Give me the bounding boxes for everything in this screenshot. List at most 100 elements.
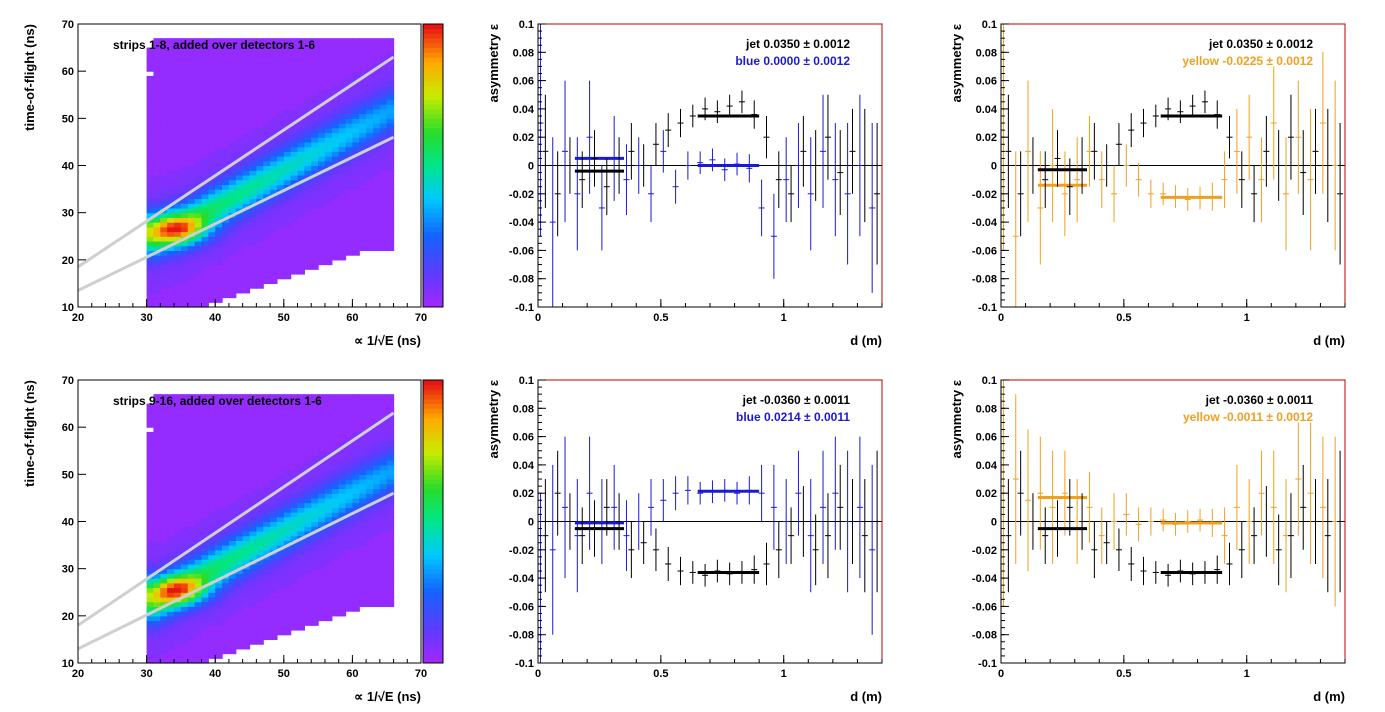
heatmap-cell [180,545,189,551]
heatmap-cell [174,535,182,541]
heatmap-cell [201,502,209,508]
heatmap-cell [194,273,203,280]
heatmap-cell [222,431,230,438]
heatmap-cell [331,493,340,499]
heatmap-cell [311,483,319,490]
heatmap-cell [366,170,374,176]
heatmap-cell [283,587,292,593]
heatmap-cell [352,217,360,223]
heatmap-cell [222,540,230,546]
heatmap-cell [297,611,305,617]
heatmap-cell [331,413,340,419]
heatmap-cell [263,549,271,556]
x-axis-label: d (m) [1313,333,1345,348]
cut-line [77,491,395,651]
heatmap-cell [276,469,285,475]
heatmap-cell [249,278,257,285]
heatmap-cell [215,436,223,442]
heatmap-cell [270,502,278,508]
heatmap-cell [256,151,264,157]
heatmap-cell [304,446,312,452]
heatmap-cells [146,38,395,308]
heatmap-cell [215,104,223,110]
heatmap-cell [222,170,230,176]
heatmap-cell [359,427,367,433]
heatmap-cell [180,474,189,480]
heatmap-cell [304,427,312,433]
colorbar-cell [423,292,443,299]
heatmap-cell [242,403,251,409]
heatmap-cell [379,207,388,214]
heatmap-cell [167,90,175,96]
heatmap-cell [174,436,182,442]
heatmap-cell [208,516,216,523]
heatmap-cell [174,483,182,490]
heatmap-cell [167,61,175,68]
heatmap-cell [276,587,285,593]
heatmap-cell [242,431,251,438]
heatmap-cell [249,427,257,433]
heatmap-cell [153,222,161,228]
heatmap-cell [153,184,161,190]
heatmap-cell [215,634,223,641]
heatmap-cell [290,222,299,228]
heatmap-cell [249,75,257,82]
heatmap-cell [359,488,367,494]
heatmap-cell [366,108,374,115]
heatmap-cell [270,42,278,49]
heatmap-cell [352,535,360,541]
heatmap-cell [201,207,209,214]
heatmap-cell [318,488,326,494]
heatmap-cell [160,94,168,101]
heatmap-cell [153,408,161,414]
heatmap-cell [386,474,395,480]
heatmap-cell [270,137,278,143]
heatmap-cell [379,85,388,91]
heatmap-cell [379,222,388,228]
heatmap-cell [228,549,237,556]
heatmap-cell [242,113,251,119]
heatmap-cell [283,108,292,115]
heatmap-cell [352,156,360,162]
heatmap-cell [187,297,196,303]
heatmap-cell [235,611,244,617]
heatmap-cell [352,137,360,143]
heatmap-cell [160,108,168,115]
heatmap-cell [222,137,230,143]
heatmap-cell [345,516,353,523]
heatmap-cell [290,394,299,400]
heatmap-cell [249,507,257,513]
colorbar-cell [423,231,443,237]
heatmap-cell [379,464,388,471]
x-tick-label: 1 [781,668,787,680]
heatmap-cell [235,596,244,603]
heatmap-cell [201,170,209,176]
heatmap-cell [153,292,161,299]
heatmap-cell [146,639,155,645]
heatmap-cell [208,483,216,490]
heatmap-cell [180,38,189,44]
heatmap-cell [187,302,196,308]
heatmap-cell [174,601,182,607]
heatmap-cell [194,455,203,461]
heatmap-cell [187,75,196,82]
heatmap-cell [311,413,319,419]
heatmap-cell [352,530,360,537]
heatmap-cell [331,545,340,551]
heatmap-cell [331,474,340,480]
heatmap-cell [208,61,216,68]
heatmap-cell [187,80,196,86]
heatmap-cell [194,94,203,101]
heatmap-cell [174,629,182,636]
heatmap-cell [167,302,175,308]
heatmap-cell [338,450,347,457]
heatmap-cell [146,436,155,442]
heatmap-cell [208,137,216,143]
heatmap-cell [359,85,367,91]
heatmap-cell [345,601,353,607]
heatmap-cell [352,222,360,228]
heatmap-cell [372,179,381,185]
heatmap-cell [366,42,374,49]
heatmap-cell [256,460,264,466]
heatmap-cell [215,460,223,466]
